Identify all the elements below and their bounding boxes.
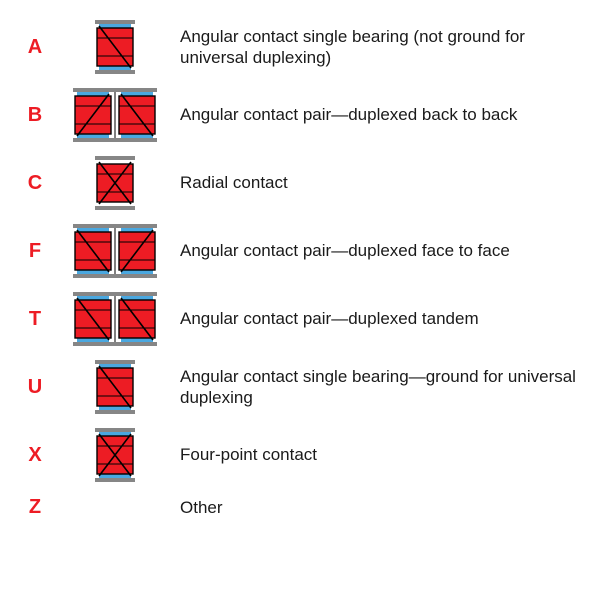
bearing-icon-angular-pair-back-to-back: [71, 88, 159, 142]
bearing-icon-wrap: [60, 156, 170, 210]
bearing-row-u: U Angular contact single bearing—ground …: [10, 360, 580, 414]
bearing-icon-radial: [93, 156, 137, 210]
bearing-row-a: A Angular contact single bearing (not gr…: [10, 20, 580, 74]
bearing-row-t: T Angular contact pair—duplexed tandem: [10, 292, 580, 346]
bearing-icon-wrap: [60, 428, 170, 482]
bearing-description: Angular contact pair—duplexed tandem: [170, 308, 580, 329]
bearing-row-b: B Angular contact pair—duplexed back to …: [10, 88, 580, 142]
bearing-code: A: [10, 36, 60, 59]
bearing-description: Angular contact single bearing—ground fo…: [170, 366, 580, 409]
bearing-row-f: F Angular contact pair—duplexed face to …: [10, 224, 580, 278]
bearing-code: X: [10, 444, 60, 467]
bearing-code: Z: [10, 496, 60, 519]
bearing-icon-angular-single: [93, 20, 137, 74]
bearing-code: U: [10, 376, 60, 399]
bearing-description: Other: [170, 497, 580, 518]
bearing-code: F: [10, 240, 60, 263]
bearing-icon-four-point: [93, 428, 137, 482]
bearing-description: Angular contact single bearing (not grou…: [170, 26, 580, 69]
bearing-description: Angular contact pair—duplexed back to ba…: [170, 104, 580, 125]
bearing-code: T: [10, 308, 60, 331]
bearing-row-x: X Four-point contact: [10, 428, 580, 482]
bearing-description: Four-point contact: [170, 444, 580, 465]
bearing-row-z: Z Other: [10, 496, 580, 519]
bearing-row-c: C Radial contact: [10, 156, 580, 210]
bearing-icon-wrap: [60, 20, 170, 74]
bearing-description: Angular contact pair—duplexed face to fa…: [170, 240, 580, 261]
bearing-code: B: [10, 104, 60, 127]
bearing-code: C: [10, 172, 60, 195]
bearing-icon-angular-pair-tandem: [71, 292, 159, 346]
bearing-icon-wrap: [60, 292, 170, 346]
bearing-icon-wrap: [60, 88, 170, 142]
bearing-icon-angular-single-universal: [93, 360, 137, 414]
bearing-icon-wrap: [60, 360, 170, 414]
bearing-icon-angular-pair-face-to-face: [71, 224, 159, 278]
bearing-description: Radial contact: [170, 172, 580, 193]
bearing-icon-wrap: [60, 224, 170, 278]
